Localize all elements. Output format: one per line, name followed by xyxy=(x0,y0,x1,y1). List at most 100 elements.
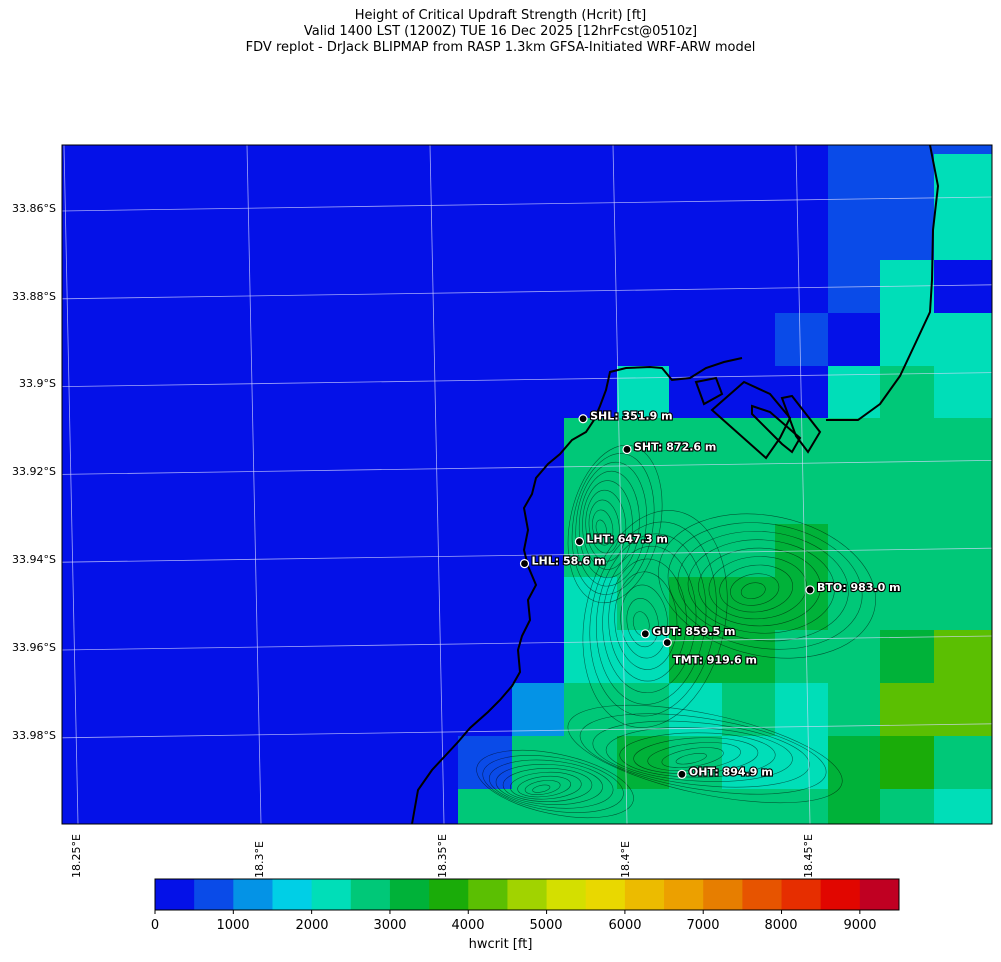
colorbar-label: hwcrit [ft] xyxy=(468,937,533,952)
colorbar-tick: 2000 xyxy=(295,918,329,933)
colorbar-tick: 3000 xyxy=(373,918,407,933)
station-lht: LHT: 647.3 m xyxy=(574,532,669,547)
map-frame xyxy=(61,144,993,825)
colorbar-swatch xyxy=(507,879,548,910)
longitude-gridline xyxy=(429,145,445,824)
contour-line xyxy=(592,509,614,546)
coastline xyxy=(411,145,940,824)
grid-cell xyxy=(934,789,992,824)
lat-lon-gridlines xyxy=(62,145,992,824)
contour-line xyxy=(502,768,593,802)
contour-line xyxy=(567,444,663,604)
grid-cell xyxy=(828,366,880,419)
station-label: LHL: 58.6 m xyxy=(532,555,606,568)
lon-label: 18.45°E xyxy=(802,834,815,878)
contour-line xyxy=(687,539,835,634)
grid-cell xyxy=(564,418,992,524)
colorbar-tick: 6000 xyxy=(608,918,642,933)
grid-cell xyxy=(880,736,934,789)
longitude-gridline xyxy=(795,145,811,824)
contour-line xyxy=(588,499,620,554)
station-dot xyxy=(677,769,687,779)
contour-line xyxy=(589,521,717,717)
contour-line xyxy=(633,737,759,775)
station-dot xyxy=(519,558,530,569)
grid-cell xyxy=(617,366,669,418)
lon-label: 18.3°E xyxy=(253,841,266,878)
grid-cell xyxy=(934,154,992,260)
station-tmt: TMT: 919.6 m xyxy=(662,638,758,668)
contour-line xyxy=(619,732,776,778)
colorbar-tick: 7000 xyxy=(686,918,720,933)
station-label: BTO: 983.0 m xyxy=(817,581,901,594)
grid-cell xyxy=(722,736,828,789)
contour-line xyxy=(582,480,633,570)
contour-line xyxy=(582,510,728,728)
contour-line xyxy=(592,720,810,788)
colorbar-swatch xyxy=(703,879,743,910)
grid-cell xyxy=(512,683,564,736)
station-oht: OHT: 894.9 m xyxy=(677,764,774,779)
grid-cell xyxy=(934,260,992,313)
contour-line xyxy=(730,573,780,606)
station-label: SHL: 351.9 m xyxy=(590,410,672,423)
contour-line xyxy=(740,582,766,600)
contour-line xyxy=(476,749,634,819)
latitude-gridline xyxy=(62,460,992,475)
contour-line xyxy=(524,780,561,796)
latitude-gridline xyxy=(62,723,992,739)
contour-line xyxy=(567,704,843,804)
station-label: GUT: 859.5 m xyxy=(652,625,735,638)
colorbar-swatch xyxy=(546,879,587,910)
latitude-gridline xyxy=(62,635,992,651)
colorbar-tick: 1000 xyxy=(216,918,250,933)
lat-label: 33.92°S xyxy=(12,465,56,478)
colorbar-swatch xyxy=(742,879,783,910)
grid-cell xyxy=(458,789,775,824)
grid-cell xyxy=(828,789,880,824)
grid-cell xyxy=(880,683,992,736)
contour-line xyxy=(571,453,655,595)
station-dot xyxy=(574,537,585,547)
contour-line xyxy=(719,564,794,613)
lat-label: 33.94°S xyxy=(12,553,56,566)
station-dot xyxy=(640,629,650,639)
grid-cell xyxy=(828,683,880,736)
lat-label: 33.88°S xyxy=(12,290,56,303)
station-sht: SHT: 872.6 m xyxy=(622,439,717,455)
lon-label: 18.4°E xyxy=(619,841,632,878)
chart-title-line-1: Height of Critical Updraft Strength (Hcr… xyxy=(354,8,647,23)
station-markers: SHL: 351.9 m SHT: 872.6 m LHT: 647.3 m LHL:… xyxy=(519,409,902,779)
latitude-gridline xyxy=(62,547,992,563)
lat-label: 33.9°S xyxy=(19,377,56,390)
contour-line xyxy=(667,522,863,650)
contour-line xyxy=(647,742,741,771)
latitude-gridline xyxy=(62,372,992,387)
colorbar-swatch xyxy=(272,879,313,910)
grid-cell xyxy=(564,683,669,736)
colorbar-swatch xyxy=(859,879,900,910)
contour-line xyxy=(658,513,876,659)
contour-line xyxy=(614,571,678,670)
grid-cell xyxy=(880,630,934,683)
grid-cell xyxy=(880,789,934,824)
station-bto: BTO: 983.0 m xyxy=(805,580,902,595)
contour-line xyxy=(509,771,582,800)
grid-cell xyxy=(934,736,992,789)
contour-line xyxy=(595,533,707,705)
grid-cell xyxy=(934,366,992,419)
lon-label: 18.25°E xyxy=(70,834,83,878)
longitude-gridline xyxy=(612,145,628,824)
station-label: SHT: 872.6 m xyxy=(634,440,716,453)
contour-line xyxy=(578,470,640,579)
latitude-gridline xyxy=(62,196,992,212)
colorbar-swatch xyxy=(624,879,665,910)
colorbar-tick: 8000 xyxy=(764,918,798,933)
contour-line xyxy=(620,584,668,659)
contour-line xyxy=(602,545,697,694)
contour-line xyxy=(708,556,807,620)
grid-cell xyxy=(669,630,775,683)
station-gut: GUT: 859.5 m xyxy=(640,624,737,639)
grid-cell xyxy=(828,577,992,630)
